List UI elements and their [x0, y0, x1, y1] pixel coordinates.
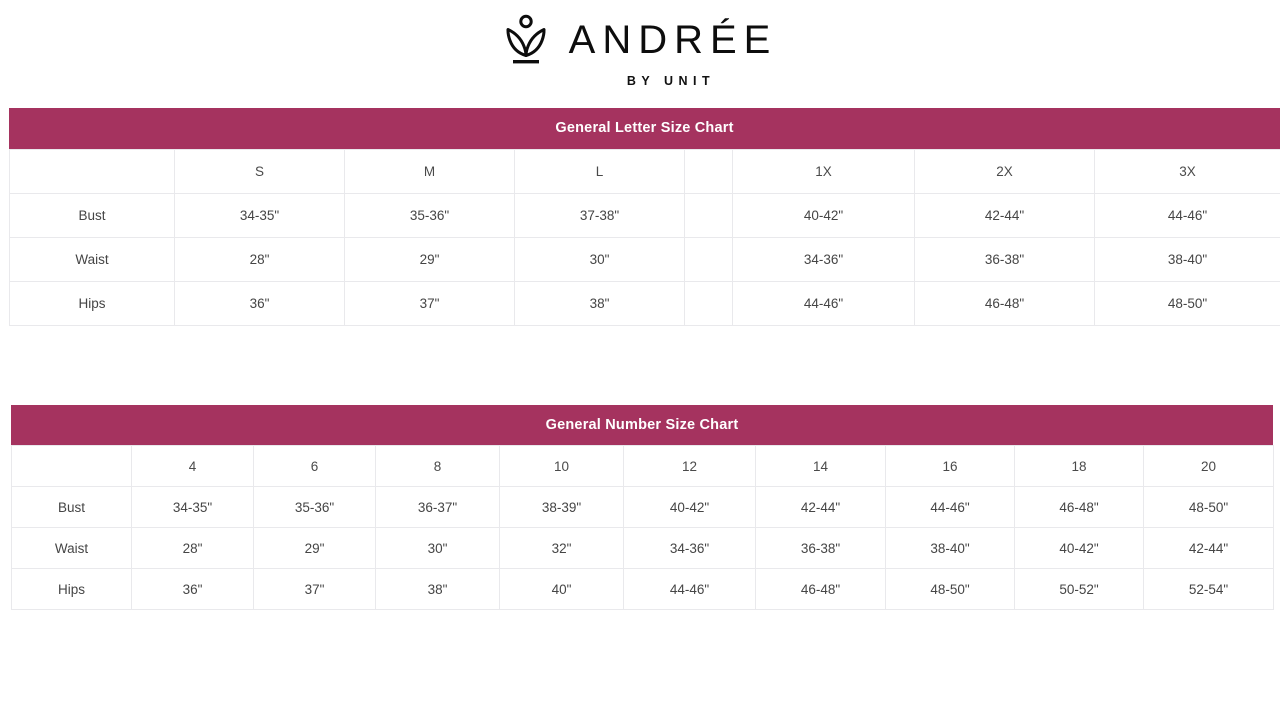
letter-cell-hips-1x: 44-46" [732, 281, 915, 326]
letter-row-label-bust: Bust [9, 193, 175, 238]
letter-cell-bust-l: 37-38" [514, 193, 685, 238]
number-size-chart: General Number Size Chart 4 6 8 [11, 405, 1274, 610]
letter-cell-waist-l: 30" [514, 237, 685, 282]
number-cell-hips-20: 52-54" [1143, 568, 1274, 610]
number-cell-bust-10: 38-39" [499, 486, 624, 528]
number-cell-bust-20: 48-50" [1143, 486, 1274, 528]
letter-row-label-hips: Hips [9, 281, 175, 326]
letter-cell-bust-3x: 44-46" [1094, 193, 1280, 238]
letter-header-cell-3x: 3X [1094, 149, 1280, 194]
letter-size-chart-title: General Letter Size Chart [9, 108, 1280, 149]
letter-cell-hips-2x: 46-48" [914, 281, 1095, 326]
letter-size-table: S M L 1X 2X 3X Bust 34-35" 35-36" 37-38"… [9, 149, 1280, 326]
number-header-cell-6: 6 [253, 445, 376, 487]
letter-cell-bust-1x: 40-42" [732, 193, 915, 238]
number-cell-waist-10: 32" [499, 527, 624, 569]
table-row: Hips 36" 37" 38" 40" 44-46" 46-48" 48-50… [11, 568, 1274, 610]
number-header-cell-20: 20 [1143, 445, 1274, 487]
table-row: Bust 34-35" 35-36" 36-37" 38-39" 40-42" … [11, 486, 1274, 528]
letter-header-cell-m: M [344, 149, 515, 194]
number-cell-hips-16: 48-50" [885, 568, 1015, 610]
number-cell-waist-14: 36-38" [755, 527, 886, 569]
table-row: Waist 28" 29" 30" 32" 34-36" 36-38" 38-4… [11, 527, 1274, 569]
letter-size-header-row: S M L 1X 2X 3X [9, 149, 1280, 194]
tulip-flower-mark-icon [503, 14, 549, 66]
number-cell-bust-18: 46-48" [1014, 486, 1144, 528]
brand-lockup: ANDRÉE [503, 14, 778, 66]
number-cell-bust-14: 42-44" [755, 486, 886, 528]
brand-header: ANDRÉE BY UNIT [0, 0, 1280, 88]
number-cell-waist-12: 34-36" [623, 527, 756, 569]
letter-cell-hips-l: 38" [514, 281, 685, 326]
number-size-header-row: 4 6 8 10 12 14 16 18 20 [11, 445, 1274, 487]
letter-cell-waist-1x: 34-36" [732, 237, 915, 282]
brand-name: ANDRÉE [568, 18, 778, 62]
letter-cell-hips-m: 37" [344, 281, 515, 326]
number-cell-waist-16: 38-40" [885, 527, 1015, 569]
number-header-cell-4: 4 [131, 445, 254, 487]
letter-cell-bust-2x: 42-44" [914, 193, 1095, 238]
number-cell-waist-4: 28" [131, 527, 254, 569]
number-cell-hips-10: 40" [499, 568, 624, 610]
letter-cell-waist-2x: 36-38" [914, 237, 1095, 282]
number-size-chart-title: General Number Size Chart [11, 405, 1273, 445]
number-cell-hips-12: 44-46" [623, 568, 756, 610]
letter-cell-bust-spacer [684, 193, 733, 238]
letter-header-cell-2x: 2X [914, 149, 1095, 194]
table-row: Bust 34-35" 35-36" 37-38" 40-42" 42-44" … [9, 193, 1280, 238]
number-row-label-bust: Bust [11, 486, 132, 528]
letter-cell-hips-s: 36" [174, 281, 345, 326]
number-cell-waist-20: 42-44" [1143, 527, 1274, 569]
number-cell-hips-6: 37" [253, 568, 376, 610]
brand-tagline: BY UNIT [626, 74, 716, 88]
number-cell-hips-4: 36" [131, 568, 254, 610]
number-cell-bust-12: 40-42" [623, 486, 756, 528]
number-header-cell-18: 18 [1014, 445, 1144, 487]
letter-cell-hips-spacer [684, 281, 733, 326]
number-header-cell-0 [11, 445, 132, 487]
letter-cell-waist-spacer [684, 237, 733, 282]
number-cell-hips-18: 50-52" [1014, 568, 1144, 610]
number-cell-hips-8: 38" [375, 568, 500, 610]
number-row-label-hips: Hips [11, 568, 132, 610]
table-row: Waist 28" 29" 30" 34-36" 36-38" 38-40" [9, 237, 1280, 282]
letter-header-cell-1x: 1X [732, 149, 915, 194]
letter-cell-waist-s: 28" [174, 237, 345, 282]
letter-header-cell-spacer [684, 149, 733, 194]
number-size-table: 4 6 8 10 12 14 16 18 20 Bust 34-35" 35-3… [11, 445, 1274, 610]
letter-cell-waist-m: 29" [344, 237, 515, 282]
number-header-cell-8: 8 [375, 445, 500, 487]
number-cell-waist-18: 40-42" [1014, 527, 1144, 569]
letter-row-label-waist: Waist [9, 237, 175, 282]
number-cell-bust-6: 35-36" [253, 486, 376, 528]
letter-header-cell-l: L [514, 149, 685, 194]
table-row: Hips 36" 37" 38" 44-46" 46-48" 48-50" [9, 281, 1280, 326]
letter-header-cell-0 [9, 149, 175, 194]
number-header-cell-14: 14 [755, 445, 886, 487]
number-cell-waist-6: 29" [253, 527, 376, 569]
letter-cell-bust-m: 35-36" [344, 193, 515, 238]
number-cell-hips-14: 46-48" [755, 568, 886, 610]
number-cell-bust-16: 44-46" [885, 486, 1015, 528]
letter-header-cell-s: S [174, 149, 345, 194]
number-row-label-waist: Waist [11, 527, 132, 569]
letter-size-chart: General Letter Size Chart S M L [9, 108, 1280, 326]
number-cell-bust-8: 36-37" [375, 486, 500, 528]
number-cell-bust-4: 34-35" [131, 486, 254, 528]
letter-cell-hips-3x: 48-50" [1094, 281, 1280, 326]
number-header-cell-10: 10 [499, 445, 624, 487]
letter-cell-waist-3x: 38-40" [1094, 237, 1280, 282]
number-cell-waist-8: 30" [375, 527, 500, 569]
number-header-cell-16: 16 [885, 445, 1015, 487]
number-header-cell-12: 12 [623, 445, 756, 487]
letter-cell-bust-s: 34-35" [174, 193, 345, 238]
